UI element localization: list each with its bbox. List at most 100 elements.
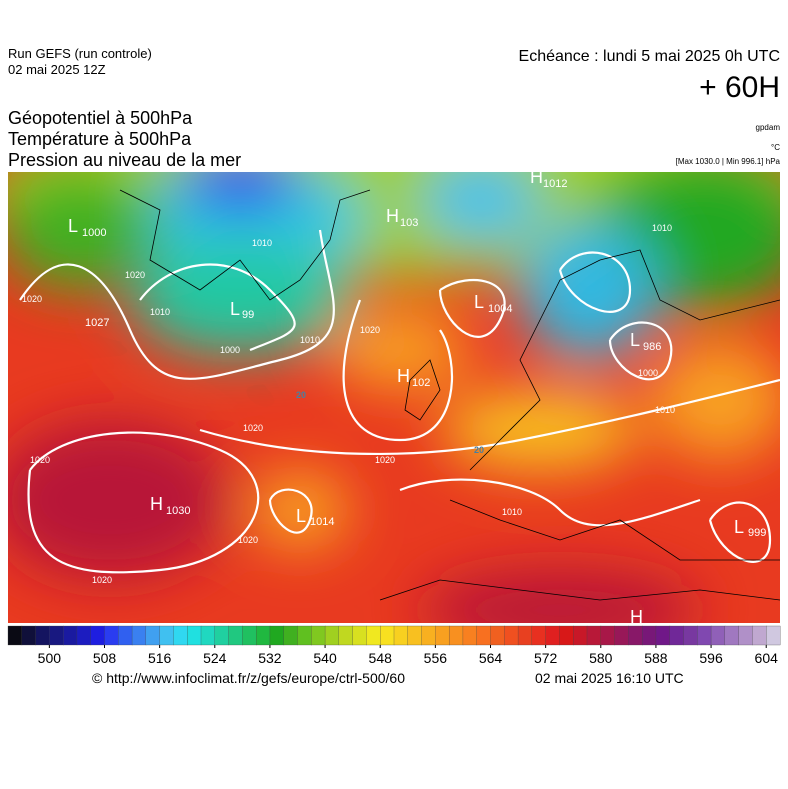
map — [8, 172, 780, 623]
center-pressure: 1027 — [85, 317, 109, 329]
colorbar-swatch — [738, 625, 753, 646]
isobar-label: 1020 — [360, 325, 380, 335]
center-type: L — [68, 216, 78, 236]
colorbar-swatch — [628, 625, 643, 646]
colorbar-tick-label: 564 — [479, 650, 503, 666]
colorbar-swatch — [352, 625, 367, 646]
colorbar-swatch — [90, 625, 105, 646]
colorbar-tick-label: 604 — [755, 650, 779, 666]
isobar-label: 1010 — [652, 223, 672, 233]
colorbar-swatch — [366, 625, 381, 646]
colorbar-swatch — [407, 625, 423, 646]
center-pressure: 103 — [400, 217, 418, 229]
colorbar-swatch — [145, 625, 161, 646]
isotherm-label: 20 — [474, 445, 484, 455]
layer-title: Température à 500hPa — [8, 129, 192, 149]
colorbar-swatch — [504, 625, 519, 646]
colorbar-swatch — [462, 625, 478, 646]
isobar-label: 1020 — [30, 455, 50, 465]
colorbar-swatch — [7, 625, 23, 646]
colorbar-swatch — [324, 625, 340, 646]
colorbar-swatch — [641, 625, 657, 646]
center-pressure: 1030 — [166, 505, 190, 517]
colorbar-swatch — [724, 625, 740, 646]
source-url: © http://www.infoclimat.fr/z/gefs/europe… — [92, 670, 405, 686]
center-pressure: 1004 — [488, 303, 512, 315]
run-name: Run GEFS (run controle) — [8, 46, 152, 61]
center-type: H — [150, 494, 163, 514]
colorbar-swatch — [338, 625, 354, 646]
colorbar-swatch — [669, 625, 684, 646]
colorbar-swatch — [173, 625, 188, 646]
run-date: 02 mai 2025 12Z — [8, 62, 106, 77]
colorbar-tick-label: 556 — [424, 650, 448, 666]
generated-time: 02 mai 2025 16:10 UTC — [535, 670, 684, 686]
colorbar-swatch — [104, 625, 119, 646]
colorbar-swatch — [380, 625, 395, 646]
colorbar-swatch — [200, 625, 216, 646]
colorbar-swatch — [559, 625, 574, 646]
colorbar-swatch — [586, 625, 602, 646]
colorbar-swatch — [600, 625, 616, 646]
isobar-label: 1000 — [220, 345, 240, 355]
colorbar-swatch — [35, 625, 50, 646]
colorbar-swatch — [614, 625, 629, 646]
center-type: L — [230, 299, 240, 319]
isobar-label: 1010 — [150, 307, 170, 317]
isobar-label: 1000 — [638, 368, 658, 378]
center-pressure: 999 — [748, 527, 766, 539]
colorbar-tick-label: 500 — [38, 650, 62, 666]
center-pressure: 102 — [412, 377, 430, 389]
center-type: H — [386, 206, 399, 226]
colorbar-swatch — [393, 625, 409, 646]
isobar-label: 1020 — [125, 270, 145, 280]
center-pressure: 1012 — [543, 178, 567, 190]
isobar-label: 1020 — [243, 423, 263, 433]
center-pressure: 1000 — [82, 227, 106, 239]
colorbar-swatch — [710, 625, 726, 646]
isobar-label: 1020 — [375, 455, 395, 465]
colorbar-swatch — [573, 625, 588, 646]
center-type: L — [630, 330, 640, 350]
isobar-label: 1010 — [502, 507, 522, 517]
colorbar-swatch — [118, 625, 133, 646]
colorbar-swatch — [49, 625, 64, 646]
colorbar-swatch — [187, 625, 202, 646]
colorbar-tick-label: 588 — [644, 650, 668, 666]
center-type: L — [474, 292, 484, 312]
isobar-label: 1020 — [92, 575, 112, 585]
colorbar: 500 508 516 524 532 540 548 556 564 572 580 588 596 6… — [7, 625, 781, 666]
colorbar-tick-label: 580 — [589, 650, 613, 666]
colorbar-tick-label: 540 — [313, 650, 337, 666]
isobar-label: 1010 — [300, 335, 320, 345]
layer-title: Géopotentiel à 500hPa — [8, 108, 193, 128]
center-pressure: 99 — [242, 309, 254, 321]
center-type: L — [296, 506, 306, 526]
colorbar-swatch — [476, 625, 491, 646]
center-type: H — [530, 167, 543, 187]
colorbar-tick-label: 532 — [258, 650, 282, 666]
colorbar-tick-label: 524 — [203, 650, 227, 666]
isotherm-label: 20 — [296, 390, 306, 400]
colorbar-swatch — [545, 625, 560, 646]
colorbar-tick-label: 516 — [148, 650, 172, 666]
contour-labels: 1020 1020 1010 1000 1010 1020 1010 1020 … — [22, 223, 675, 585]
colorbar-swatch — [228, 625, 243, 646]
colorbar-swatch — [255, 625, 271, 646]
colorbar-swatch — [311, 625, 326, 646]
colorbar-swatch — [683, 625, 698, 646]
center-pressure: 1014 — [310, 516, 334, 528]
colorbar-swatch — [490, 625, 505, 646]
colorbar-swatch — [131, 625, 147, 646]
colorbar-swatch — [531, 625, 547, 646]
colorbar-swatch — [517, 625, 533, 646]
colorbar-tick-label: 548 — [369, 650, 393, 666]
colorbar-swatch — [62, 625, 78, 646]
isobar-label: 1020 — [22, 294, 42, 304]
colorbar-swatch — [283, 625, 298, 646]
lead-time: + 60H — [699, 71, 780, 104]
isobar-label: 1010 — [252, 238, 272, 248]
colorbar-swatch — [448, 625, 464, 646]
colorbar-swatch — [752, 625, 767, 646]
